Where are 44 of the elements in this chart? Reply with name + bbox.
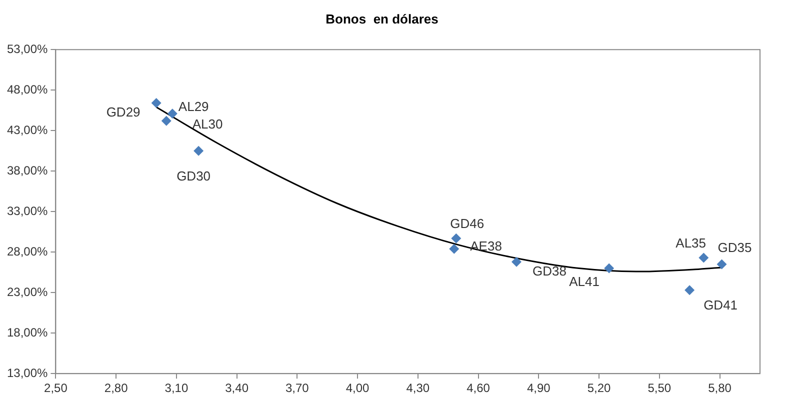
x-tick-label: 3,10 (164, 381, 188, 396)
x-tick-label: 2,80 (104, 381, 128, 396)
y-tick-label: 33,00% (6, 204, 48, 218)
annotation: AL29 (178, 99, 209, 114)
annotation: GD29 (106, 104, 140, 120)
y-tick-label: 48,00% (6, 82, 48, 96)
annotation: GD38 (532, 263, 566, 278)
point (512, 256, 522, 267)
point (604, 263, 614, 274)
x-tick-label: 3,40 (225, 381, 249, 396)
y-tick-label: 18,00% (6, 325, 48, 340)
x-tick-label: 4,60 (466, 381, 490, 396)
x-tick-label: 5,80 (708, 381, 732, 396)
point (451, 233, 462, 244)
annotation: GD30 (176, 168, 211, 184)
point (449, 244, 460, 254)
annotation: AL35 (676, 235, 706, 250)
x-tick-label: 4,90 (526, 381, 551, 396)
x-tick-label: 4,00 (346, 381, 370, 396)
x-tick-label: 5,50 (648, 381, 672, 396)
y-tick-label: 23,00% (6, 284, 48, 299)
chart-title: Bonos en dólares (326, 11, 438, 26)
x-tick-label: 2,50 (44, 381, 68, 396)
annotation: AE38 (470, 238, 502, 254)
point (716, 259, 727, 270)
point (151, 98, 162, 108)
point (194, 146, 204, 156)
annotation: GD35 (718, 240, 752, 255)
point (684, 285, 695, 296)
x-tick-label: 5,20 (587, 381, 612, 396)
point (698, 252, 709, 263)
point (167, 108, 178, 119)
annotation: AL41 (569, 274, 600, 289)
annotation: GD46 (450, 216, 484, 231)
x-tick-label: 4,30 (406, 381, 430, 396)
x-tick-label: 3,70 (285, 381, 310, 396)
point (161, 116, 172, 126)
y-tick-label: 53,00% (6, 42, 48, 56)
y-tick-label: 13,00% (6, 366, 48, 380)
y-tick-label: 28,00% (6, 244, 48, 258)
y-tick-label: 38,00% (6, 163, 48, 178)
y-tick-label: 43,00% (6, 122, 48, 137)
annotation: GD41 (704, 298, 738, 313)
annotation: AL30 (192, 116, 223, 132)
